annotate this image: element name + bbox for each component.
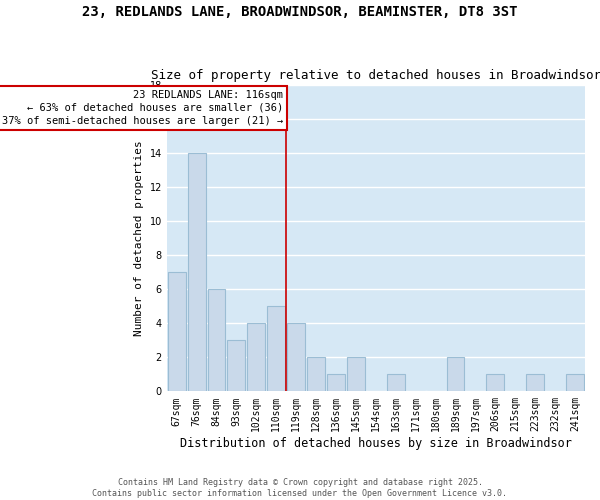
Bar — [168, 272, 185, 392]
Title: Size of property relative to detached houses in Broadwindsor: Size of property relative to detached ho… — [151, 69, 600, 82]
Bar — [268, 306, 285, 392]
Bar — [387, 374, 405, 392]
Bar — [566, 374, 584, 392]
Bar — [247, 323, 265, 392]
Bar — [526, 374, 544, 392]
Bar — [487, 374, 505, 392]
Bar — [227, 340, 245, 392]
Bar — [327, 374, 345, 392]
Y-axis label: Number of detached properties: Number of detached properties — [134, 140, 144, 336]
Text: Contains HM Land Registry data © Crown copyright and database right 2025.
Contai: Contains HM Land Registry data © Crown c… — [92, 478, 508, 498]
Bar — [347, 357, 365, 392]
Bar — [208, 289, 226, 392]
X-axis label: Distribution of detached houses by size in Broadwindsor: Distribution of detached houses by size … — [180, 437, 572, 450]
Bar — [446, 357, 464, 392]
Text: 23 REDLANDS LANE: 116sqm
← 63% of detached houses are smaller (36)
37% of semi-d: 23 REDLANDS LANE: 116sqm ← 63% of detach… — [2, 90, 283, 126]
Text: 23, REDLANDS LANE, BROADWINDSOR, BEAMINSTER, DT8 3ST: 23, REDLANDS LANE, BROADWINDSOR, BEAMINS… — [82, 5, 518, 19]
Bar — [188, 152, 206, 392]
Bar — [307, 357, 325, 392]
Bar — [287, 323, 305, 392]
